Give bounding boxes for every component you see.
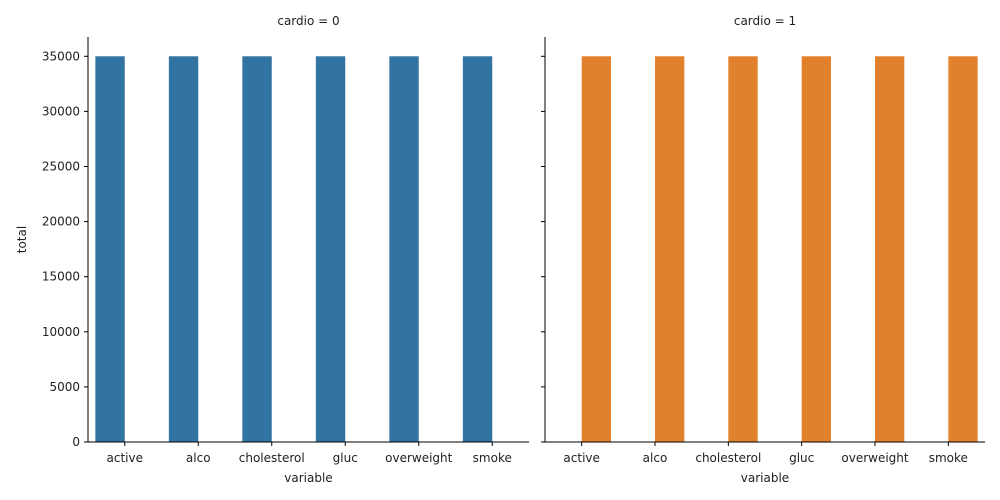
y-tick-label-3: 15000: [42, 270, 80, 284]
x-tick-label-0-2: cholesterol: [239, 451, 305, 465]
bar-1-5: [948, 56, 978, 443]
bar-1-3: [801, 56, 831, 443]
x-tick-label-1-5: smoke: [929, 451, 968, 465]
x-tick-label-0-1: alco: [186, 451, 211, 465]
bar-1-4: [875, 56, 905, 443]
x-tick-label-0-4: overweight: [385, 451, 453, 465]
y-tick-label-2: 10000: [42, 325, 80, 339]
bar-0-3: [315, 56, 346, 443]
bar-0-1: [168, 56, 199, 443]
x-tick-label-1-4: overweight: [841, 451, 909, 465]
x-tick-label-1-2: cholesterol: [695, 451, 761, 465]
y-tick-label-6: 30000: [42, 104, 80, 118]
panel-title-1: cardio = 1: [734, 14, 796, 28]
x-tick-label-1-1: alco: [643, 451, 668, 465]
bar-1-2: [728, 56, 758, 443]
x-axis-label-0: variable: [284, 471, 332, 485]
y-tick-label-5: 25000: [42, 159, 80, 173]
y-tick-label-4: 20000: [42, 215, 80, 229]
y-tick-label-1: 5000: [49, 380, 80, 394]
x-tick-label-0-5: smoke: [473, 451, 512, 465]
bar-0-0: [95, 56, 125, 443]
y-tick-label-7: 35000: [42, 49, 80, 63]
x-tick-label-0-0: active: [107, 451, 143, 465]
panel-title-0: cardio = 0: [277, 14, 339, 28]
bar-0-4: [389, 56, 419, 443]
x-axis-label-1: variable: [741, 471, 789, 485]
x-tick-label-1-3: gluc: [789, 451, 814, 465]
bar-0-2: [242, 56, 272, 443]
x-tick-label-0-3: gluc: [333, 451, 358, 465]
bar-1-0: [581, 56, 611, 443]
x-tick-label-1-0: active: [563, 451, 599, 465]
y-axis-label: total: [15, 226, 29, 253]
bar-0-5: [462, 56, 493, 443]
bar-1-1: [655, 56, 685, 443]
y-tick-label-0: 0: [72, 435, 80, 449]
